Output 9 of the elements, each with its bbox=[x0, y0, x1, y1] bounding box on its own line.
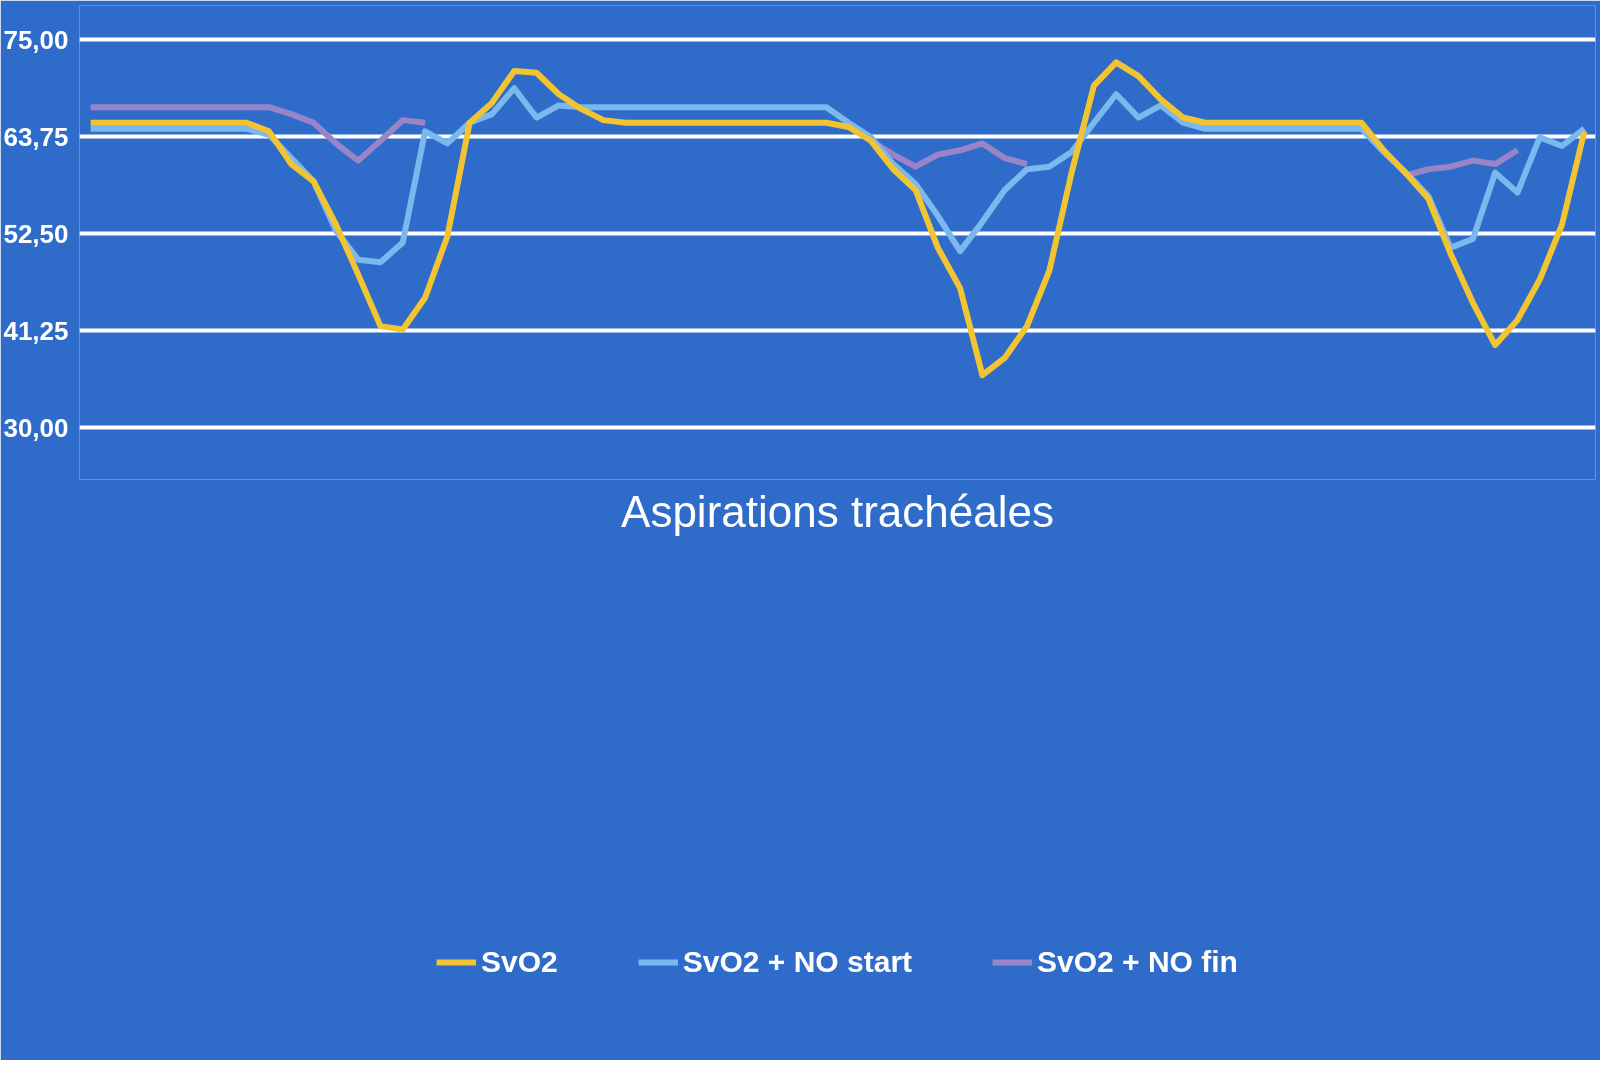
legend-label: SvO2 bbox=[481, 945, 558, 979]
y-tick-label: 30,00 bbox=[3, 412, 69, 443]
legend-label: SvO2 + NO fin bbox=[1037, 945, 1238, 979]
y-tick-label: 63,75 bbox=[3, 121, 69, 152]
y-tick-label: 75,00 bbox=[3, 24, 69, 55]
text: Aspirations trachéales bbox=[621, 486, 1054, 536]
legend-label: SvO2 + NO start bbox=[682, 945, 913, 979]
y-tick-label: 52,50 bbox=[3, 218, 69, 249]
y-tick-label: 41,25 bbox=[3, 315, 69, 346]
